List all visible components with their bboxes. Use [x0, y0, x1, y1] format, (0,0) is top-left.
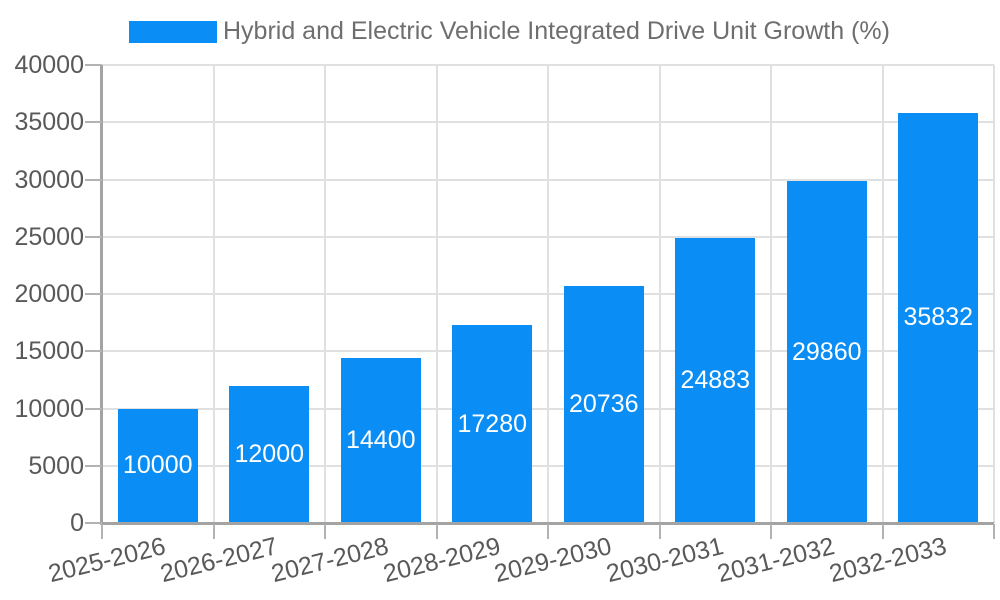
legend-label: Hybrid and Electric Vehicle Integrated D… [223, 17, 890, 45]
y-tick-label: 30000 [14, 165, 84, 194]
y-axis-line [100, 65, 103, 525]
y-tick-mark [85, 121, 102, 124]
x-tick-mark [658, 524, 661, 539]
bar [452, 325, 533, 523]
x-tick-label: 2032-2033 [826, 532, 950, 589]
bar-value-label: 14400 [345, 426, 416, 455]
bar-value-label: 29860 [791, 337, 862, 366]
x-tick-label: 2028-2029 [380, 532, 504, 589]
bar [898, 112, 979, 523]
y-tick-label: 0 [70, 509, 84, 537]
v-gridline [993, 65, 995, 523]
y-tick-mark [85, 178, 102, 181]
y-tick-label: 35000 [14, 108, 84, 137]
y-tick-label: 40000 [14, 51, 84, 79]
x-tick-label: 2030-2031 [603, 532, 727, 589]
v-gridline [212, 65, 215, 523]
v-gridline [435, 65, 438, 523]
bar [675, 238, 756, 523]
bar [229, 385, 310, 523]
v-gridline [324, 65, 326, 523]
bar-value-label: 20736 [568, 389, 639, 418]
y-tick-mark [85, 293, 102, 295]
y-tick-mark [85, 522, 102, 524]
y-tick-label: 20000 [14, 280, 84, 308]
x-tick-mark [435, 524, 438, 539]
bar-value-label: 10000 [122, 451, 193, 480]
bar-value-label: 35832 [903, 303, 974, 332]
y-tick-label: 25000 [14, 222, 84, 251]
y-tick-mark [85, 407, 102, 410]
x-tick-label: 2026-2027 [157, 532, 281, 589]
x-tick-label: 2027-2028 [268, 532, 392, 589]
v-gridline [547, 65, 549, 523]
x-tick-label: 2029-2030 [491, 532, 615, 589]
bar-value-label: 17280 [457, 409, 528, 438]
y-tick-mark [85, 64, 102, 66]
v-gridline [770, 65, 772, 523]
v-gridline [881, 65, 884, 523]
bar-value-label: 12000 [234, 439, 305, 468]
x-tick-mark [212, 524, 215, 539]
x-axis-line [100, 522, 994, 525]
x-tick-mark [881, 524, 884, 539]
bar [786, 181, 867, 523]
y-tick-label: 15000 [14, 337, 84, 366]
x-tick-label: 2025-2026 [45, 532, 169, 589]
x-tick-mark [770, 524, 772, 539]
x-tick-mark [324, 524, 326, 539]
bar-value-label: 24883 [680, 366, 751, 395]
bar [563, 285, 644, 523]
bar [340, 358, 421, 523]
x-tick-mark [101, 524, 103, 539]
v-gridline [658, 65, 661, 523]
y-tick-mark [85, 350, 102, 353]
y-tick-label: 5000 [28, 451, 84, 480]
y-tick-mark [85, 235, 102, 238]
legend-swatch [129, 21, 217, 43]
x-tick-label: 2031-2032 [714, 532, 838, 589]
x-tick-mark [993, 524, 995, 539]
bar [117, 408, 198, 523]
y-tick-label: 10000 [14, 394, 84, 423]
x-tick-mark [547, 524, 549, 539]
y-tick-mark [85, 464, 102, 467]
